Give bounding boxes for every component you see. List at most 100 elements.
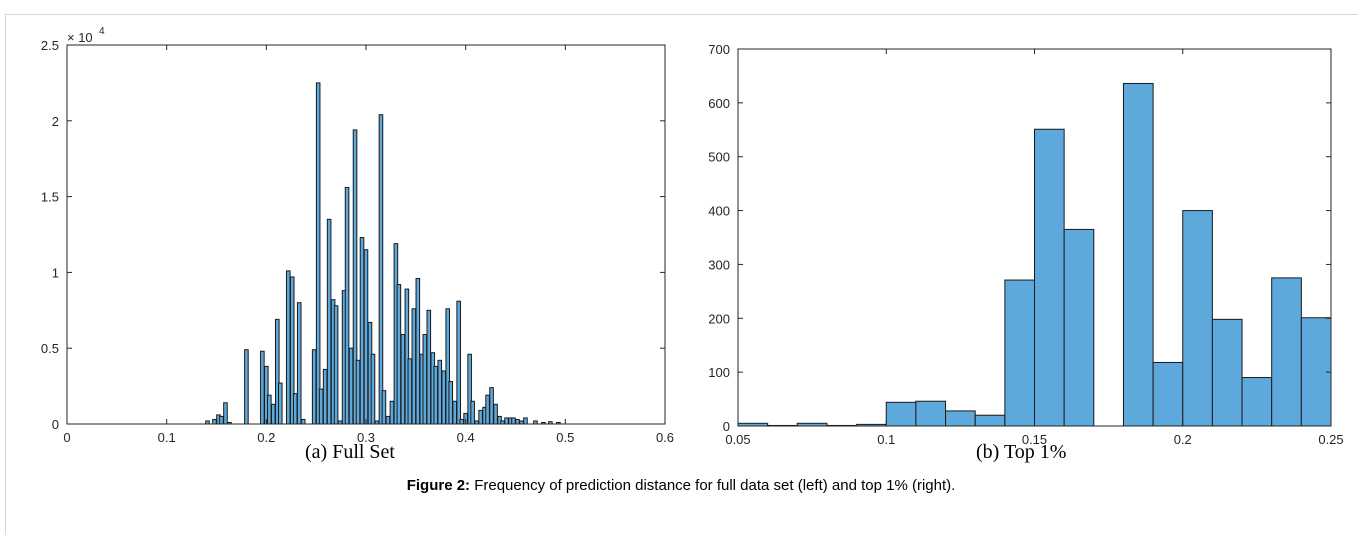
a-xtick-label: 0.1 <box>158 430 176 445</box>
bar-full-set <box>470 400 475 425</box>
bar-full-set <box>489 387 494 425</box>
b-ytick-label: 700 <box>708 42 730 57</box>
b-ytick-label: 200 <box>708 311 730 326</box>
a-ytick-label: 2 <box>52 114 59 129</box>
bar-full-set <box>378 114 384 425</box>
bar-full-set <box>292 393 298 425</box>
b-xtick-label: 0.1 <box>877 432 895 447</box>
b-ytick-label: 300 <box>708 257 730 272</box>
bar-full-set <box>452 400 457 425</box>
bar-full-set <box>311 349 317 425</box>
a-xtick-label: 0.2 <box>257 430 275 445</box>
bar-full-set <box>348 347 354 425</box>
a-xtick-label: 0.3 <box>357 430 375 445</box>
bar-top-1-percent <box>1063 228 1095 427</box>
bar-full-set <box>415 277 421 425</box>
bar-full-set <box>223 402 228 425</box>
a-ytick-label: 0.5 <box>41 341 59 356</box>
a-exponent-power: 4 <box>99 26 105 37</box>
bar-full-set <box>389 400 395 425</box>
bar-full-set <box>370 353 376 425</box>
bar-full-set <box>277 382 283 425</box>
bar-full-set <box>333 305 339 425</box>
bar-full-set <box>437 359 443 425</box>
chart-full-set: 0 0.1 0.2 0.3 0.4 0.5 0.6 0 0.5 1 1.5 2 2.5 × 10 4 <box>41 26 674 445</box>
bar-full-set <box>396 284 402 425</box>
bar-full-set <box>456 300 461 425</box>
bar-full-set <box>318 388 324 425</box>
bar-full-set <box>244 349 249 425</box>
bar-full-set <box>493 403 498 425</box>
bar-full-set <box>300 418 306 425</box>
figure-frame <box>5 14 1358 535</box>
bar-top-1-percent <box>1271 277 1302 427</box>
figure-caption: Figure 2: Frequency of prediction distan… <box>0 477 1362 494</box>
bar-full-set <box>355 359 361 425</box>
bar-full-set <box>426 309 432 425</box>
bar-full-set <box>296 302 302 425</box>
a-ytick-label: 2.5 <box>41 38 59 53</box>
b-ytick-label: 600 <box>708 96 730 111</box>
bar-full-set <box>326 218 332 425</box>
bar-top-1-percent <box>1004 279 1036 427</box>
b-xtick-label: 0.25 <box>1318 432 1343 447</box>
a-ytick-label: 1 <box>52 265 59 280</box>
bar-full-set <box>219 415 224 425</box>
bar-top-1-percent <box>1182 210 1213 427</box>
a-exponent-label: × 10 <box>67 30 93 45</box>
bar-full-set <box>267 394 272 425</box>
bar-full-set <box>441 370 447 425</box>
a-xtick-label: 0.5 <box>556 430 574 445</box>
a-ytick-label: 1.5 <box>41 190 59 205</box>
bar-full-set <box>322 368 328 425</box>
bar-full-set <box>515 418 520 425</box>
subcaption-top-1-percent: (b) Top 1% <box>976 441 1067 463</box>
b-ytick-label: 500 <box>708 150 730 165</box>
bar-full-set <box>504 417 509 425</box>
bar-full-set <box>363 249 369 425</box>
bar-full-set <box>271 403 276 425</box>
a-xtick-label: 0.6 <box>656 430 674 445</box>
a-ytick-label: 0 <box>52 417 59 432</box>
bar-full-set <box>459 418 464 425</box>
chart-top-1-percent: 0.05 0.1 0.15 0.2 0.25 0 100 200 300 400 500 600 700 <box>708 42 1343 447</box>
a-xtick-label: 0 <box>63 430 70 445</box>
bar-top-1-percent <box>1152 361 1184 427</box>
bar-top-1-percent <box>1034 128 1065 427</box>
b-xtick-label: 0.05 <box>725 432 750 447</box>
bar-full-set <box>359 237 365 425</box>
b-ytick-label: 0 <box>723 419 730 434</box>
b-ytick-label: 400 <box>708 204 730 219</box>
bar-top-1-percent <box>885 401 917 427</box>
bar-full-set <box>260 350 265 425</box>
bar-top-1-percent <box>1241 377 1273 427</box>
bar-full-set <box>315 82 321 425</box>
bar-full-set <box>285 270 291 425</box>
bar-full-set <box>523 417 528 425</box>
bar-full-set <box>344 187 350 425</box>
b-xtick-label: 0.2 <box>1174 432 1192 447</box>
bar-top-1-percent <box>945 410 976 427</box>
bar-full-set <box>407 358 413 425</box>
bar-full-set <box>381 390 387 425</box>
bar-full-set <box>422 334 428 425</box>
bar-full-set <box>400 334 406 425</box>
b-ytick-label: 100 <box>708 365 730 380</box>
bar-full-set <box>411 308 417 425</box>
bar-full-set <box>478 409 483 425</box>
bar-top-1-percent <box>915 400 947 427</box>
b-xtick-label: 0.15 <box>1022 432 1047 447</box>
bar-full-set <box>433 365 439 425</box>
figure-caption-text: Frequency of prediction distance for ful… <box>470 477 956 494</box>
bar-full-set <box>385 415 391 425</box>
bar-top-1-percent <box>1211 318 1243 427</box>
subcaption-full-set: (a) Full Set <box>305 441 395 463</box>
bar-full-set <box>511 417 516 425</box>
bar-full-set <box>212 418 217 425</box>
bar-top-1-percent <box>974 414 1006 427</box>
a-xtick-label: 0.4 <box>457 430 475 445</box>
figure-caption-label: Figure 2: <box>406 477 471 494</box>
bar-top-1-percent <box>1122 82 1154 427</box>
bar-full-set <box>485 394 490 425</box>
bar-full-set <box>448 381 454 425</box>
